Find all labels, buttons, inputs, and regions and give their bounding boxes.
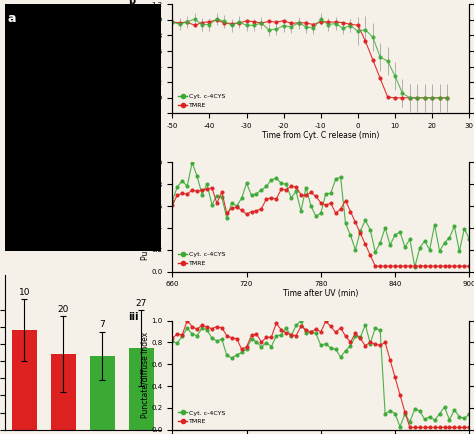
Y-axis label: Punctate/diffuse index: Punctate/diffuse index: [141, 174, 150, 260]
Bar: [11, 330, 37, 430]
Legend: Cyt. c-4CYS, TMRE: Cyt. c-4CYS, TMRE: [175, 408, 228, 427]
Text: 20: 20: [58, 305, 69, 314]
Text: 7: 7: [100, 320, 105, 329]
Text: iii: iii: [128, 312, 138, 322]
Bar: [129, 348, 154, 430]
X-axis label: Time after UV (min): Time after UV (min): [283, 289, 358, 298]
Text: 27: 27: [136, 299, 147, 308]
Bar: [51, 354, 76, 430]
Y-axis label: Punctate/diffuse index: Punctate/diffuse index: [141, 332, 150, 418]
Bar: [90, 356, 115, 430]
Text: a: a: [8, 12, 17, 25]
Text: 10: 10: [18, 288, 30, 297]
Legend: Cyt. c-4CYS, TMRE: Cyt. c-4CYS, TMRE: [175, 92, 228, 110]
Text: ii: ii: [128, 154, 135, 164]
X-axis label: Time from Cyt. C release (min): Time from Cyt. C release (min): [262, 131, 380, 139]
Legend: Cyt. c-4CYS, TMRE: Cyt. c-4CYS, TMRE: [175, 250, 228, 268]
Y-axis label: Punctate/diffuse index: Punctate/diffuse index: [138, 16, 147, 102]
Text: b
i: b i: [128, 0, 135, 17]
